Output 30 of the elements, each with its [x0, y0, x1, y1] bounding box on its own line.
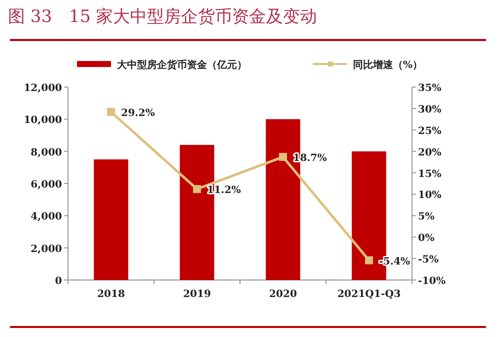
point	[365, 256, 373, 264]
y-tick-label: 2,000	[30, 244, 62, 255]
y2-tick-label: 20%	[418, 147, 442, 158]
legend-label: 大中型房企货币资金（亿元）	[116, 59, 247, 71]
y2-tick-label: 10%	[418, 190, 442, 202]
y2-tick-label: 5%	[418, 212, 435, 223]
y2-tick-label: 35%	[418, 83, 442, 94]
x-tick-label: 2018	[97, 289, 125, 300]
y2-tick-label: 30%	[418, 104, 442, 116]
point	[107, 108, 115, 116]
y-tick-label: 4,000	[30, 212, 62, 223]
point	[193, 185, 201, 194]
data-label: 29.2%	[121, 108, 156, 119]
y2-tick-label: -10%	[418, 276, 446, 287]
y-tick-label: 12,000	[24, 83, 62, 94]
y-tick-label: 10,000	[24, 115, 62, 126]
y-tick-label: 8,000	[30, 147, 62, 158]
x-tick-label: 2021Q1-Q3	[337, 289, 401, 300]
legend-label: 同比增速（%）	[353, 59, 423, 71]
y2-tick-label: -5%	[418, 254, 440, 266]
chart-title: 图 33 15 家大中型房企货币资金及变动	[8, 7, 318, 27]
x-tick-label: 2019	[183, 289, 211, 300]
y2-tick-label: 0%	[418, 233, 435, 244]
x-tick-label: 2020	[269, 289, 297, 300]
point	[279, 152, 287, 161]
y-tick-label: 0	[55, 276, 62, 287]
bar	[94, 159, 128, 280]
y-tick-label: 6,000	[30, 180, 62, 190]
y2-tick-label: 25%	[418, 126, 442, 137]
y2-tick-label: 15%	[418, 168, 442, 180]
